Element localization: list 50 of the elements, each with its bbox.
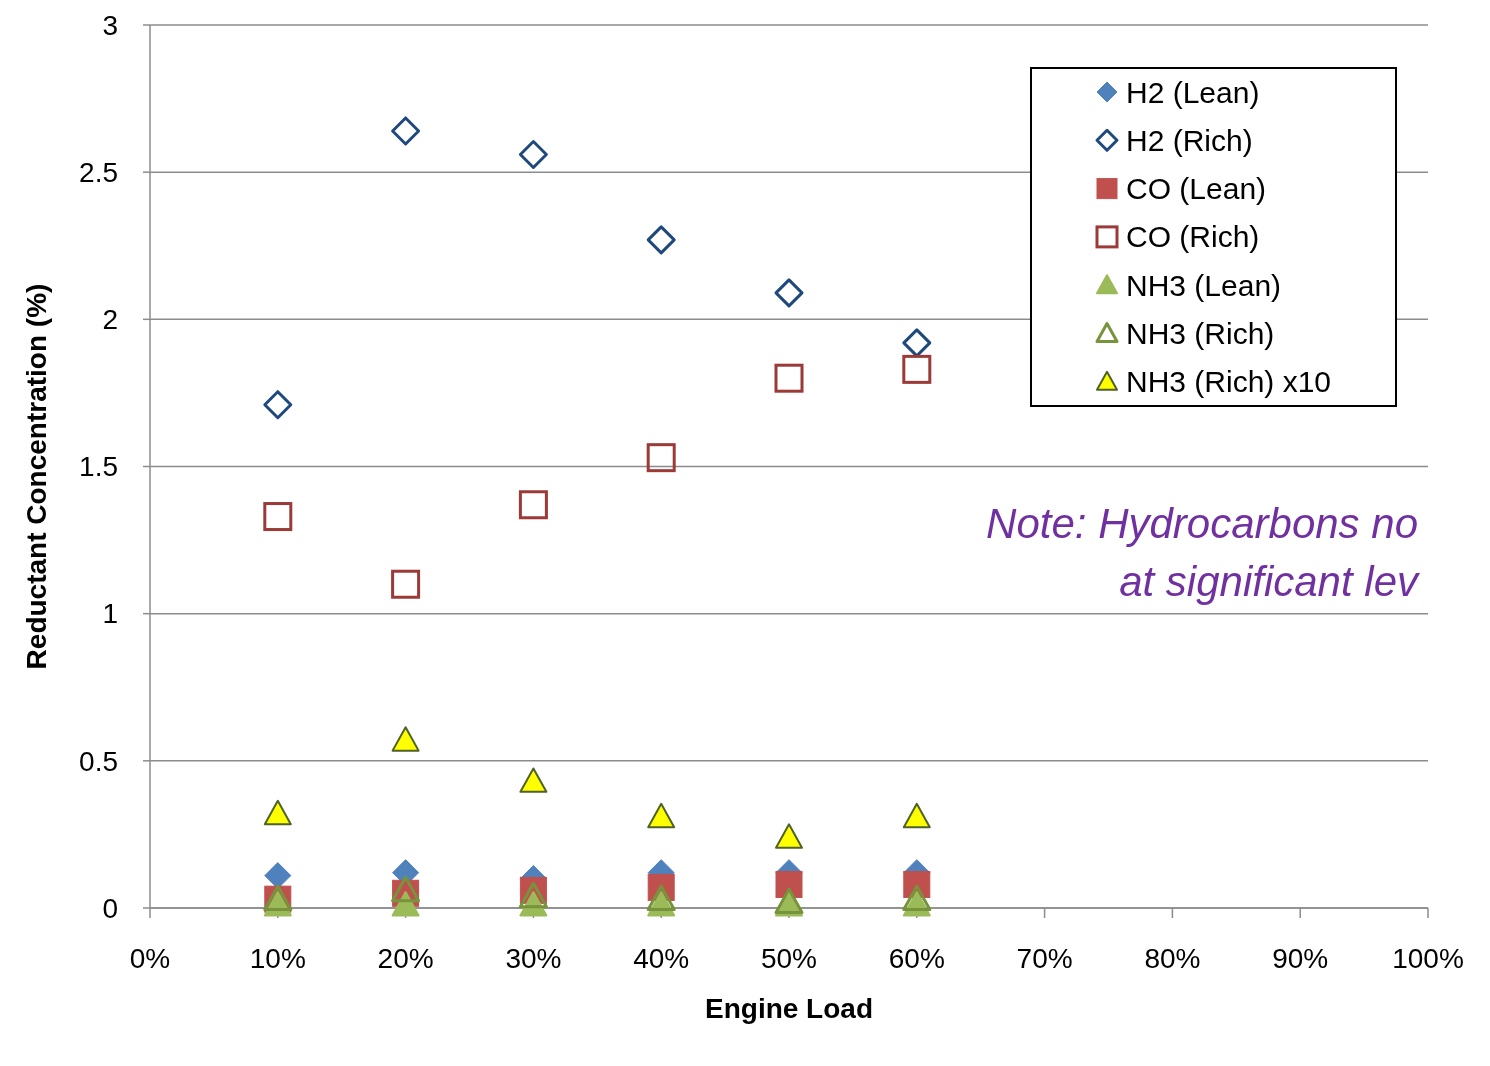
point (774, 363, 804, 393)
x-tick-label: 50% (760, 943, 818, 974)
legend-label: NH3 (Lean) (1126, 268, 1282, 302)
point (775, 870, 803, 898)
x-tick-label: 80% (1144, 943, 1201, 974)
point (391, 116, 421, 146)
point (646, 443, 676, 473)
x-tick-label: 0% (129, 943, 171, 974)
point (902, 328, 932, 358)
x-tick-label: 70% (1016, 943, 1073, 974)
x-tick-label: 10% (249, 943, 306, 974)
legend-label: CO (Lean) (1126, 172, 1267, 206)
y-tick-label: 2.5 (79, 156, 118, 188)
point (647, 802, 676, 829)
legend-label: NH3 (Rich) (1126, 317, 1275, 350)
point (646, 225, 676, 255)
point (902, 802, 931, 829)
point (518, 490, 548, 520)
point (775, 823, 803, 849)
point (646, 884, 676, 912)
point (902, 354, 932, 384)
x-tick-label: 60% (888, 943, 945, 974)
x-tick-label: 20% (377, 943, 434, 974)
x-tick-label: 30% (505, 943, 562, 974)
point (518, 881, 548, 909)
point (774, 278, 804, 308)
annotation: Note: Hydrocarbons no at significant lev (986, 500, 1421, 605)
y-tick-label: 1.5 (79, 451, 118, 483)
legend-label: H2 (Rich) (1126, 123, 1253, 157)
y-tick-label: 3 (102, 9, 118, 41)
y-tick-label: 0 (102, 892, 118, 924)
x-tick-label: 90% (1272, 943, 1329, 974)
point (391, 726, 420, 752)
y-axis-title: Reductant Concentration (%) (21, 283, 52, 670)
x-tick-label: 100% (1392, 943, 1464, 974)
x-tick-label: 40% (633, 943, 690, 974)
x-axis-title: Engine Load (705, 993, 873, 1024)
y-tick-label: 2 (102, 304, 118, 336)
y-tick-label: 1 (102, 598, 118, 630)
legend-label: NH3 (Rich) x10 (1126, 365, 1332, 399)
point (263, 799, 292, 826)
point (263, 502, 293, 532)
point (391, 569, 421, 599)
point (902, 884, 932, 912)
y-tick-label: 0.5 (79, 745, 118, 777)
point (263, 390, 293, 420)
point (519, 767, 548, 793)
legend-label: H2 (Lean) (1126, 75, 1260, 109)
legend-label: CO (Rich) (1126, 220, 1260, 254)
point (518, 140, 548, 170)
